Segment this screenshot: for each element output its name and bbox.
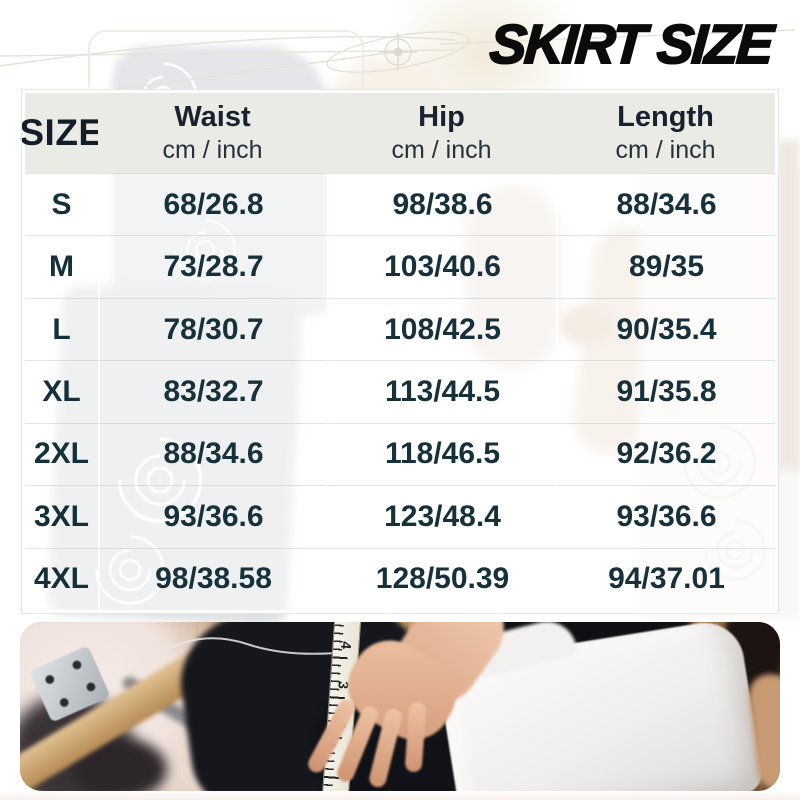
waist-column-label: Waist bbox=[174, 100, 251, 133]
waist-value-cell: 73/28.7 bbox=[98, 235, 327, 298]
waist-unit-label: cm / inch bbox=[162, 135, 263, 164]
size-cell: 3XL bbox=[25, 485, 98, 548]
hip-unit-label: cm / inch bbox=[391, 135, 492, 164]
waist-value-cell: 88/34.6 bbox=[98, 422, 327, 486]
size-cell: 2XL bbox=[25, 422, 98, 486]
ruler-number: 4 bbox=[338, 640, 355, 650]
waist-value-cell: 93/36.6 bbox=[98, 485, 327, 548]
hip-value-cell: 123/48.4 bbox=[327, 485, 556, 548]
length-value-cell: 94/37.01 bbox=[556, 547, 775, 610]
length-value-cell: 93/36.6 bbox=[556, 485, 775, 548]
sewing-photo: 4 3 2 bbox=[20, 622, 780, 791]
size-cell: XL bbox=[25, 360, 98, 423]
size-cell: 4XL bbox=[25, 547, 98, 610]
size-column-header: SIZE bbox=[19, 93, 103, 173]
size-table: SIZE Waist cm / inch Hip cm / inch Lengt… bbox=[19, 89, 779, 614]
size-cell: M bbox=[25, 235, 98, 298]
length-value-cell: 90/35.4 bbox=[556, 297, 775, 361]
bottom-tint-strip bbox=[0, 791, 800, 800]
hip-column-header: Hip cm / inch bbox=[327, 93, 556, 173]
waist-value-cell: 68/26.8 bbox=[98, 173, 327, 236]
page-title: SKIRT SIZE bbox=[487, 12, 775, 76]
size-cell: S bbox=[25, 173, 98, 236]
hip-value-cell: 98/38.6 bbox=[327, 173, 556, 236]
hip-value-cell: 103/40.6 bbox=[327, 235, 556, 298]
length-value-cell: 91/35.8 bbox=[556, 360, 775, 423]
length-value-cell: 88/34.6 bbox=[556, 173, 775, 236]
length-value-cell: 89/35 bbox=[556, 235, 775, 298]
hip-value-cell: 118/46.5 bbox=[327, 422, 556, 486]
thread-squiggle bbox=[164, 637, 348, 655]
waist-value-cell: 78/30.7 bbox=[98, 297, 327, 361]
waist-column-header: Waist cm / inch bbox=[98, 93, 327, 173]
waist-value-cell: 83/32.7 bbox=[98, 360, 327, 423]
length-column-header: Length cm / inch bbox=[556, 93, 775, 173]
hip-value-cell: 128/50.39 bbox=[327, 547, 556, 610]
length-unit-label: cm / inch bbox=[615, 135, 716, 164]
hip-value-cell: 108/42.5 bbox=[327, 297, 556, 361]
waist-value-cell: 98/38.58 bbox=[98, 547, 327, 610]
length-column-label: Length bbox=[617, 100, 714, 133]
hip-column-label: Hip bbox=[418, 100, 465, 133]
size-cell: L bbox=[25, 297, 98, 361]
hip-value-cell: 113/44.5 bbox=[327, 360, 556, 423]
length-value-cell: 92/36.2 bbox=[556, 422, 775, 486]
right-edge-shade bbox=[778, 140, 800, 470]
